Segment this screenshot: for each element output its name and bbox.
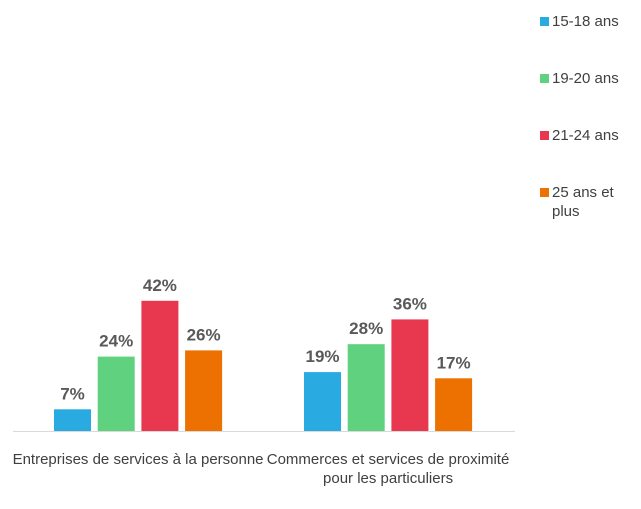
data-label: 28%	[349, 319, 383, 338]
data-label: 26%	[187, 325, 221, 344]
bar	[391, 319, 429, 431]
bar	[435, 378, 473, 431]
data-label: 7%	[60, 384, 85, 403]
bar	[54, 409, 91, 431]
data-label: 17%	[437, 353, 471, 372]
legend-swatch	[540, 17, 549, 26]
legend-label: 25 ans et plus	[552, 184, 614, 220]
legend-swatch	[540, 188, 549, 197]
data-label: 24%	[99, 332, 133, 351]
bar	[185, 350, 223, 431]
legend-label: 19-20 ans	[552, 70, 619, 87]
legend-label: 15-18 ans	[552, 13, 619, 30]
bar	[97, 356, 135, 431]
data-label: 19%	[305, 347, 339, 366]
data-label: 42%	[143, 276, 177, 295]
legend-swatch	[540, 74, 549, 83]
legend-swatch	[540, 131, 549, 140]
bar	[304, 372, 341, 431]
data-label: 36%	[393, 294, 427, 313]
x-tick-label: Commerces et services de proximité pour …	[266, 451, 510, 487]
bar	[347, 344, 385, 431]
legend-label: 21-24 ans	[552, 127, 619, 144]
bar	[141, 300, 179, 431]
x-tick-label: Entreprises de services à la personne	[12, 451, 264, 468]
